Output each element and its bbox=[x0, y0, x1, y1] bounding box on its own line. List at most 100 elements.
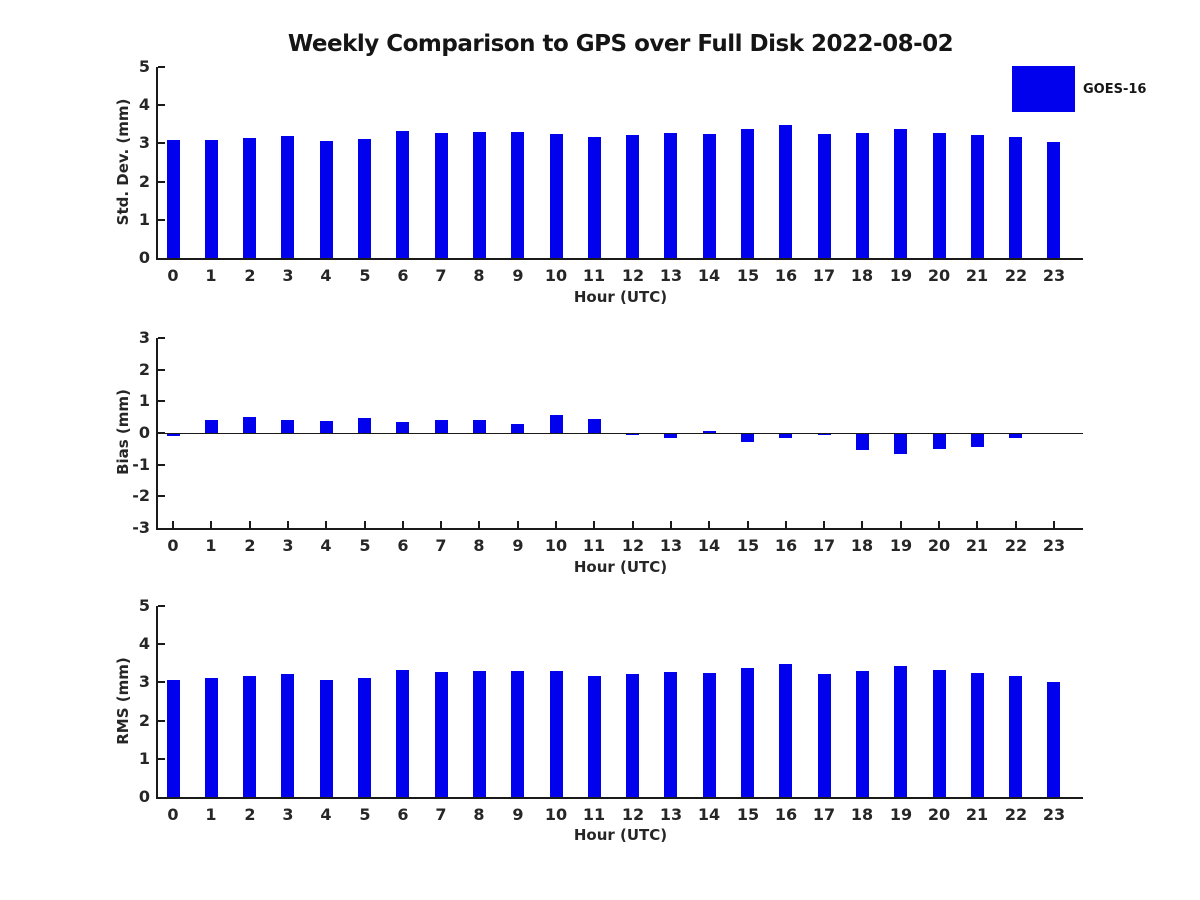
x-tick-label: 7 bbox=[435, 536, 447, 555]
x-tick-label: 11 bbox=[582, 805, 606, 824]
x-tick-label: 13 bbox=[659, 536, 683, 555]
x-tick-label: 16 bbox=[774, 536, 798, 555]
bar-std-dev-hour-2 bbox=[243, 138, 256, 258]
bar-bias-hour-0 bbox=[167, 433, 180, 436]
bar-std-dev-hour-9 bbox=[511, 132, 524, 258]
chart-title: Weekly Comparison to GPS over Full Disk … bbox=[287, 31, 954, 57]
x-tick-label: 8 bbox=[473, 536, 485, 555]
y-tick-label: 2 bbox=[138, 172, 150, 191]
y-tick-mark bbox=[158, 337, 165, 339]
bar-rms-hour-7 bbox=[435, 672, 448, 797]
bar-std-dev-hour-17 bbox=[818, 134, 831, 258]
bar-bias-hour-11 bbox=[588, 419, 601, 433]
x-tick-label: 4 bbox=[320, 266, 332, 285]
x-tick-label: 11 bbox=[582, 536, 606, 555]
bar-std-dev-hour-0 bbox=[167, 140, 180, 258]
x-tick-mark bbox=[747, 521, 749, 528]
y-tick-mark bbox=[158, 142, 165, 144]
bar-std-dev-hour-19 bbox=[894, 129, 907, 258]
x-tick-label: 15 bbox=[736, 266, 760, 285]
x-tick-label: 1 bbox=[205, 266, 217, 285]
x-tick-label: 12 bbox=[621, 266, 645, 285]
bar-bias-hour-17 bbox=[818, 433, 831, 435]
y-tick-mark bbox=[158, 104, 165, 106]
x-tick-label: 4 bbox=[320, 536, 332, 555]
bar-bias-hour-10 bbox=[550, 415, 563, 433]
bar-rms-hour-6 bbox=[396, 670, 409, 797]
y-tick-label: 5 bbox=[138, 596, 150, 615]
y-tick-mark bbox=[158, 758, 165, 760]
bar-std-dev-hour-18 bbox=[856, 133, 869, 258]
bar-bias-hour-18 bbox=[856, 433, 869, 450]
x-tick-label: 5 bbox=[359, 536, 371, 555]
bar-bias-hour-19 bbox=[894, 433, 907, 454]
bar-std-dev-hour-21 bbox=[971, 135, 984, 258]
y-tick-label: 3 bbox=[138, 328, 150, 347]
x-tick-label: 15 bbox=[736, 805, 760, 824]
x-tick-label: 17 bbox=[812, 805, 836, 824]
bar-bias-hour-4 bbox=[320, 421, 333, 433]
x-tick-label: 2 bbox=[244, 266, 256, 285]
bar-bias-hour-21 bbox=[971, 433, 984, 447]
x-tick-mark bbox=[900, 521, 902, 528]
y-tick-label: 5 bbox=[138, 57, 150, 76]
y-tick-mark bbox=[158, 219, 165, 221]
x-tick-label: 3 bbox=[282, 536, 294, 555]
bar-rms-hour-18 bbox=[856, 671, 869, 797]
bar-std-dev-hour-13 bbox=[664, 133, 677, 258]
x-tick-label: 8 bbox=[473, 266, 485, 285]
x-tick-label: 5 bbox=[359, 266, 371, 285]
y-tick-mark bbox=[158, 605, 165, 607]
legend-swatch-goes16 bbox=[1012, 66, 1075, 112]
y-tick-mark bbox=[158, 369, 165, 371]
x-axis-label-std-dev: Hour (UTC) bbox=[573, 288, 668, 306]
bar-rms-hour-1 bbox=[205, 678, 218, 797]
bar-std-dev-hour-10 bbox=[550, 134, 563, 258]
x-tick-label: 3 bbox=[282, 805, 294, 824]
bar-rms-hour-10 bbox=[550, 671, 563, 797]
y-tick-label: 4 bbox=[138, 634, 150, 653]
x-tick-label: 22 bbox=[1004, 805, 1028, 824]
bar-std-dev-hour-6 bbox=[396, 131, 409, 258]
x-tick-mark bbox=[364, 521, 366, 528]
bar-rms-hour-20 bbox=[933, 670, 946, 797]
y-tick-label: 0 bbox=[138, 787, 150, 806]
x-tick-label: 18 bbox=[850, 266, 874, 285]
x-tick-mark bbox=[287, 521, 289, 528]
x-tick-mark bbox=[478, 521, 480, 528]
x-tick-mark bbox=[708, 521, 710, 528]
x-tick-label: 3 bbox=[282, 266, 294, 285]
x-tick-label: 16 bbox=[774, 266, 798, 285]
x-tick-mark bbox=[440, 521, 442, 528]
x-tick-label: 10 bbox=[544, 266, 568, 285]
x-tick-label: 12 bbox=[621, 805, 645, 824]
x-tick-label: 4 bbox=[320, 805, 332, 824]
y-tick-label: 4 bbox=[138, 95, 150, 114]
x-tick-label: 20 bbox=[927, 266, 951, 285]
bar-rms-hour-0 bbox=[167, 680, 180, 797]
x-tick-label: 18 bbox=[850, 536, 874, 555]
bar-rms-hour-2 bbox=[243, 676, 256, 797]
bar-bias-hour-1 bbox=[205, 420, 218, 433]
y-tick-label: 3 bbox=[138, 672, 150, 691]
x-tick-label: 21 bbox=[965, 536, 989, 555]
x-tick-label: 10 bbox=[544, 536, 568, 555]
x-tick-label: 13 bbox=[659, 805, 683, 824]
y-tick-mark bbox=[158, 495, 165, 497]
x-tick-label: 9 bbox=[512, 266, 524, 285]
bar-std-dev-hour-22 bbox=[1009, 137, 1022, 258]
bar-rms-hour-11 bbox=[588, 676, 601, 797]
x-tick-label: 6 bbox=[397, 805, 409, 824]
bar-std-dev-hour-23 bbox=[1047, 142, 1060, 258]
bar-bias-hour-20 bbox=[933, 433, 946, 449]
bar-rms-hour-13 bbox=[664, 672, 677, 797]
x-tick-label: 9 bbox=[512, 536, 524, 555]
x-tick-label: 23 bbox=[1042, 805, 1066, 824]
legend-label: GOES-16 bbox=[1083, 81, 1147, 97]
bar-std-dev-hour-7 bbox=[435, 133, 448, 258]
bar-std-dev-hour-16 bbox=[779, 125, 792, 258]
x-tick-mark bbox=[172, 521, 174, 528]
x-tick-mark bbox=[593, 521, 595, 528]
y-tick-label: 2 bbox=[138, 711, 150, 730]
y-tick-mark bbox=[158, 400, 165, 402]
